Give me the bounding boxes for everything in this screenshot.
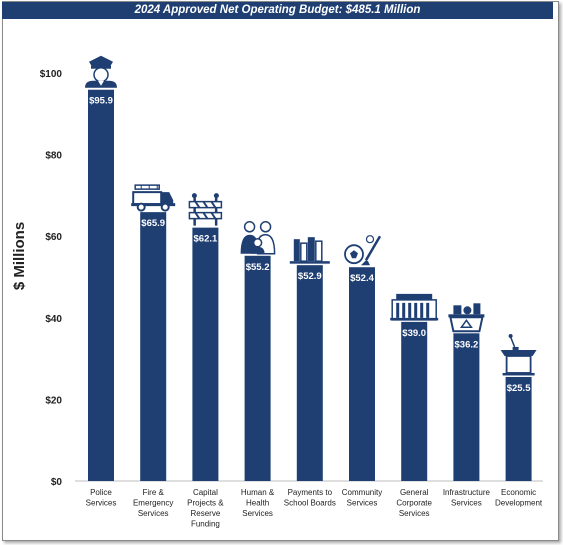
category-label: Capital Projects & Reserve Funding [187, 488, 224, 529]
category-label: Police Services [86, 488, 117, 508]
bar [140, 212, 167, 482]
category-label: Fire & Emergency Services [133, 488, 173, 518]
y-tick-label: $80 [45, 151, 62, 162]
y-tick-label: $60 [45, 232, 62, 243]
bar-value-label: $39.0 [402, 328, 426, 339]
bar [88, 89, 114, 481]
category-label: Payments to School Boards [284, 488, 336, 508]
chart-title: 2024 Approved Net Operating Budget: $485… [2, 2, 553, 19]
fire-truck-icon [131, 184, 176, 212]
road-barrier-icon [188, 193, 223, 226]
y-tick-label: $0 [51, 477, 63, 488]
bar-value-label: $36.2 [455, 339, 479, 350]
sports-equipment-icon [344, 235, 382, 266]
bar-value-label: $52.4 [350, 273, 374, 284]
category-label: Human & Health Services [241, 488, 275, 518]
office-building-icon [390, 293, 439, 321]
family-icon [240, 221, 276, 255]
recycling-bin-icon [448, 303, 485, 333]
y-tick-label: $20 [45, 395, 62, 406]
police-officer-icon [85, 55, 117, 88]
bar-value-label: $62.1 [194, 234, 218, 245]
bar [349, 267, 375, 481]
bar [401, 321, 428, 481]
category-label: General Corporate Services [396, 488, 432, 518]
y-tick-label: $40 [45, 314, 62, 325]
bar [505, 376, 532, 481]
y-tick-label: $100 [40, 69, 63, 80]
bar-value-label: $25.5 [507, 383, 531, 394]
bar [453, 333, 480, 481]
category-label: Economic Development [495, 488, 543, 508]
y-axis-label: $ Millions [11, 222, 28, 290]
podium-icon [500, 333, 537, 376]
category-label: Community Services [342, 488, 382, 508]
bar [244, 255, 271, 481]
bar-value-label: $52.9 [298, 271, 322, 282]
category-label: Infrastructure Services [443, 488, 491, 508]
bar [192, 227, 219, 481]
bar-value-label: $95.9 [89, 96, 113, 107]
bar-value-label: $55.2 [246, 262, 270, 273]
bar [296, 265, 323, 481]
bar-value-label: $65.9 [141, 218, 165, 229]
books-icon [289, 237, 330, 264]
